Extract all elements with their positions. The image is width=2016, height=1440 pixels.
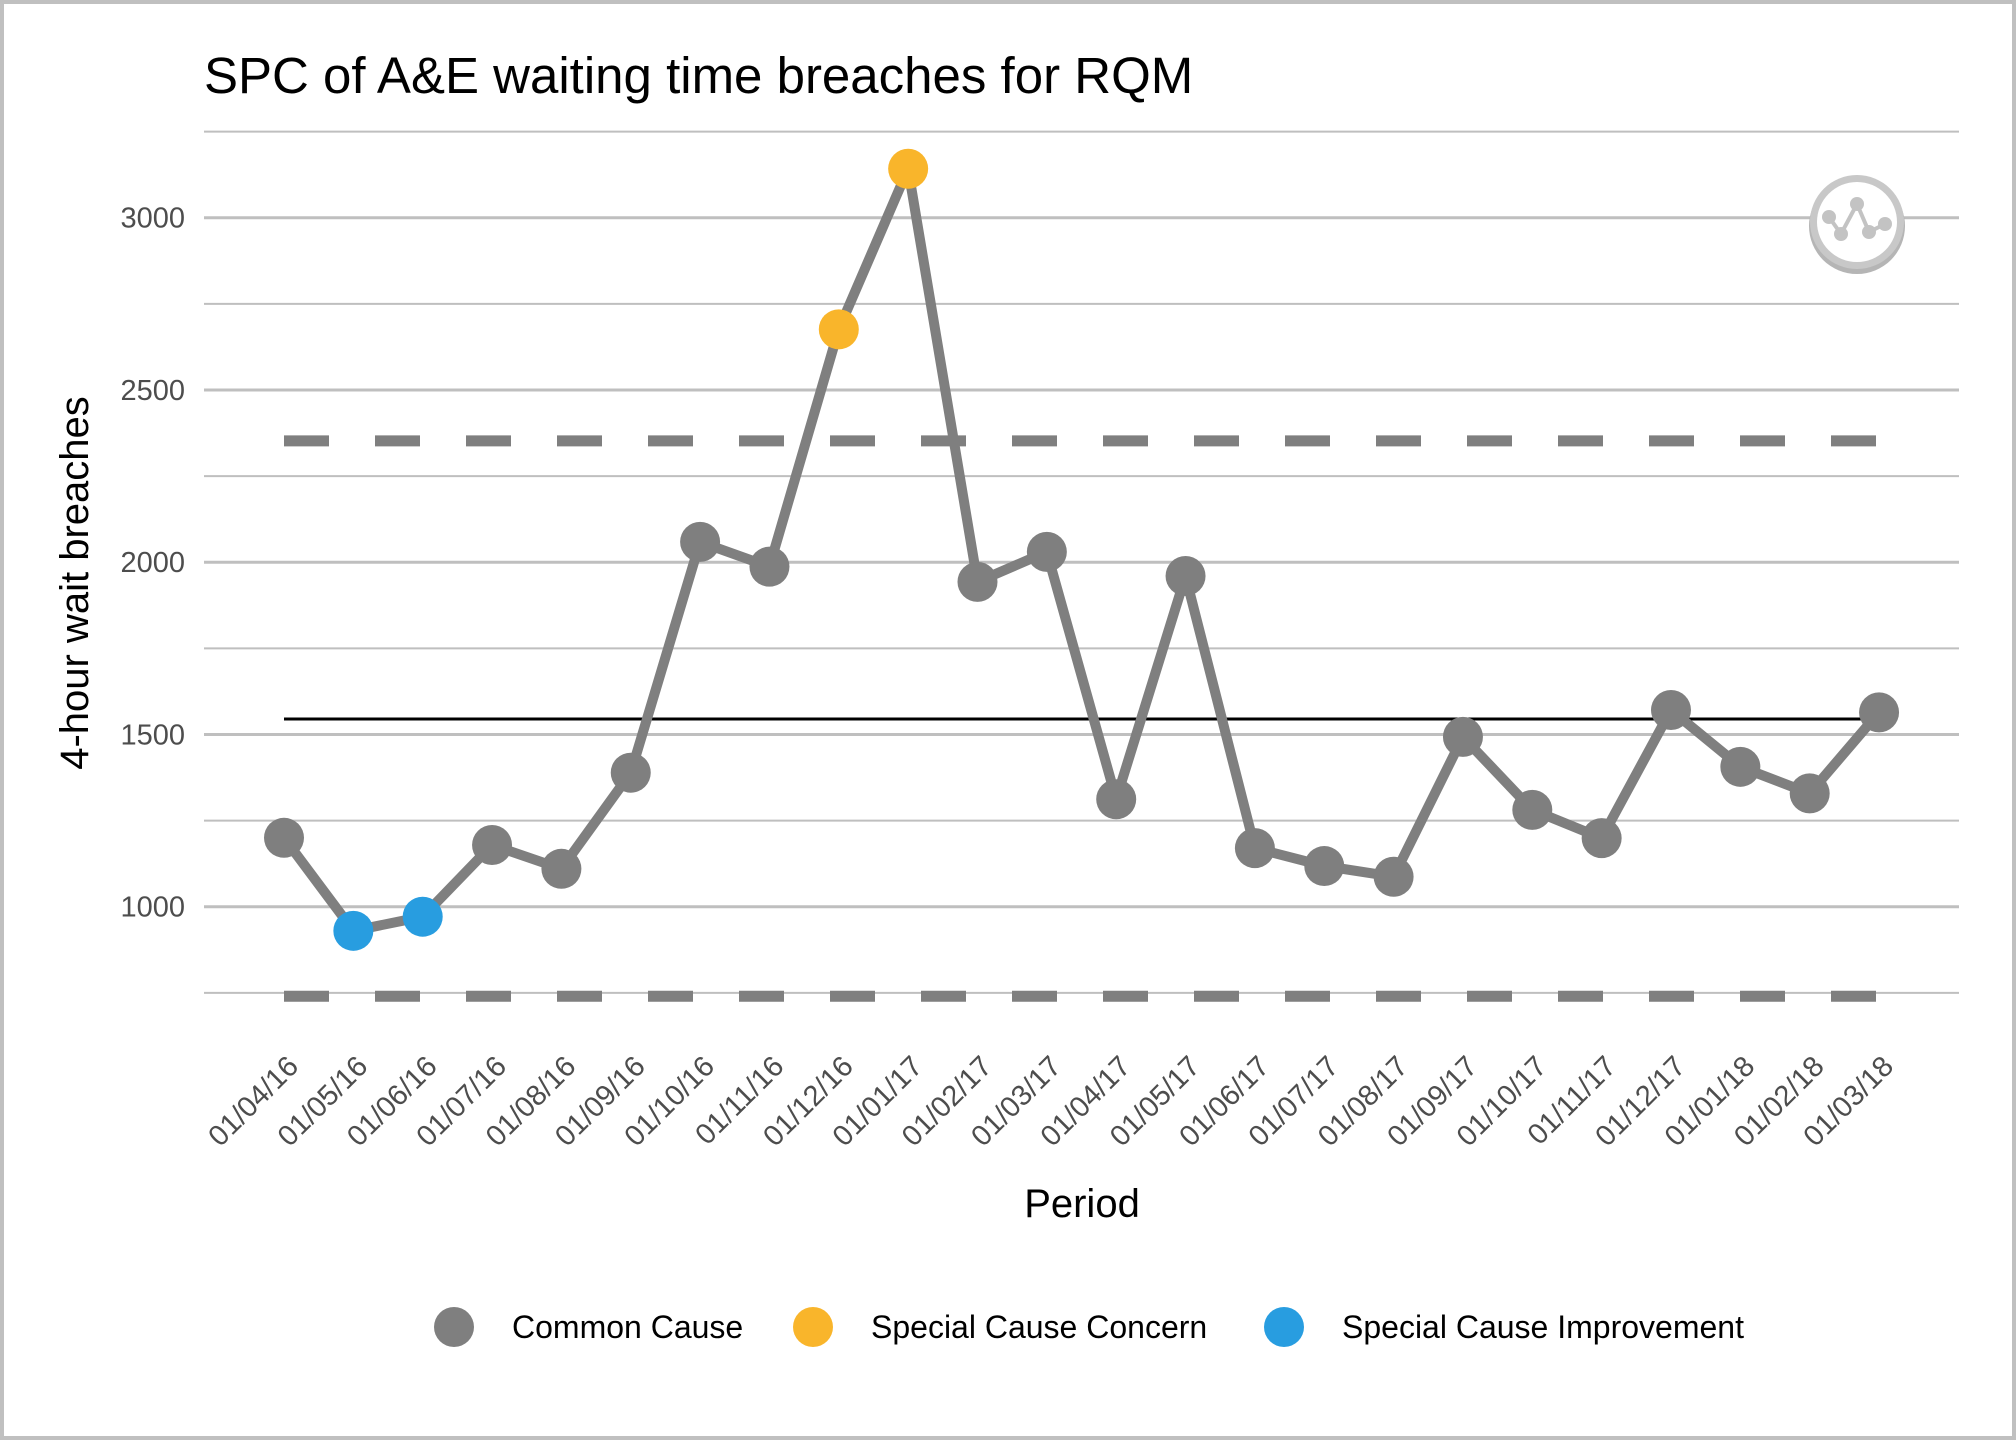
- x-axis-ticks: 01/04/1601/05/1601/06/1601/07/1601/08/16…: [202, 1050, 1900, 1152]
- legend-marker: [793, 1307, 833, 1347]
- legend-item-common: Common Cause: [434, 1307, 743, 1347]
- legend-label: Special Cause Improvement: [1342, 1309, 1744, 1345]
- legend: Common Cause Special Cause Concern Special…: [434, 1307, 1744, 1347]
- legend-marker: [1264, 1307, 1304, 1347]
- y-tick-label: 1500: [120, 719, 185, 751]
- data-point-improvement: [333, 910, 374, 951]
- data-point-common: [680, 521, 721, 562]
- data-point-common: [957, 561, 998, 602]
- y-tick-label: 2000: [120, 547, 185, 579]
- data-point-common: [472, 825, 513, 866]
- series-line: [279, 163, 1883, 936]
- data-point-common: [1234, 828, 1275, 869]
- data-point-common: [1373, 856, 1414, 897]
- data-point-common: [1859, 692, 1900, 733]
- data-point-common: [541, 848, 582, 889]
- x-axis-title: Period: [1024, 1182, 1140, 1226]
- data-point-common: [749, 546, 790, 587]
- y-tick-label: 3000: [120, 203, 185, 235]
- legend-marker: [434, 1307, 474, 1347]
- legend-item-concern: Special Cause Concern: [793, 1307, 1207, 1347]
- data-point-common: [1789, 773, 1830, 814]
- data-point-concern: [818, 309, 859, 350]
- data-point-common: [1304, 846, 1345, 887]
- data-point-improvement: [402, 896, 443, 937]
- legend-label: Special Cause Concern: [871, 1309, 1207, 1345]
- data-point-common: [1096, 779, 1137, 820]
- data-point-common: [610, 752, 651, 793]
- y-tick-label: 2500: [120, 375, 185, 407]
- chart-title: SPC of A&E waiting time breaches for RQM: [204, 47, 1193, 104]
- legend-item-improvement: Special Cause Improvement: [1264, 1307, 1744, 1347]
- data-point-concern: [888, 148, 929, 189]
- data-series: [264, 148, 1900, 951]
- data-point-common: [1026, 531, 1067, 572]
- data-point-common: [264, 817, 304, 858]
- data-point-common: [1581, 818, 1622, 859]
- y-tick-label: 1000: [120, 892, 185, 924]
- data-point-common: [1442, 716, 1483, 757]
- data-point-common: [1720, 746, 1761, 787]
- y-axis-title: 4-hour wait breaches: [53, 396, 97, 770]
- spc-chart-badge-icon: [1809, 175, 1905, 274]
- legend-label: Common Cause: [512, 1309, 743, 1345]
- data-point-common: [1165, 555, 1206, 596]
- data-point-common: [1512, 789, 1553, 830]
- y-axis-ticks: 1000 1500 2000 2500 3000: [120, 203, 185, 924]
- control-limits: [284, 435, 1880, 1002]
- data-point-common: [1651, 689, 1691, 730]
